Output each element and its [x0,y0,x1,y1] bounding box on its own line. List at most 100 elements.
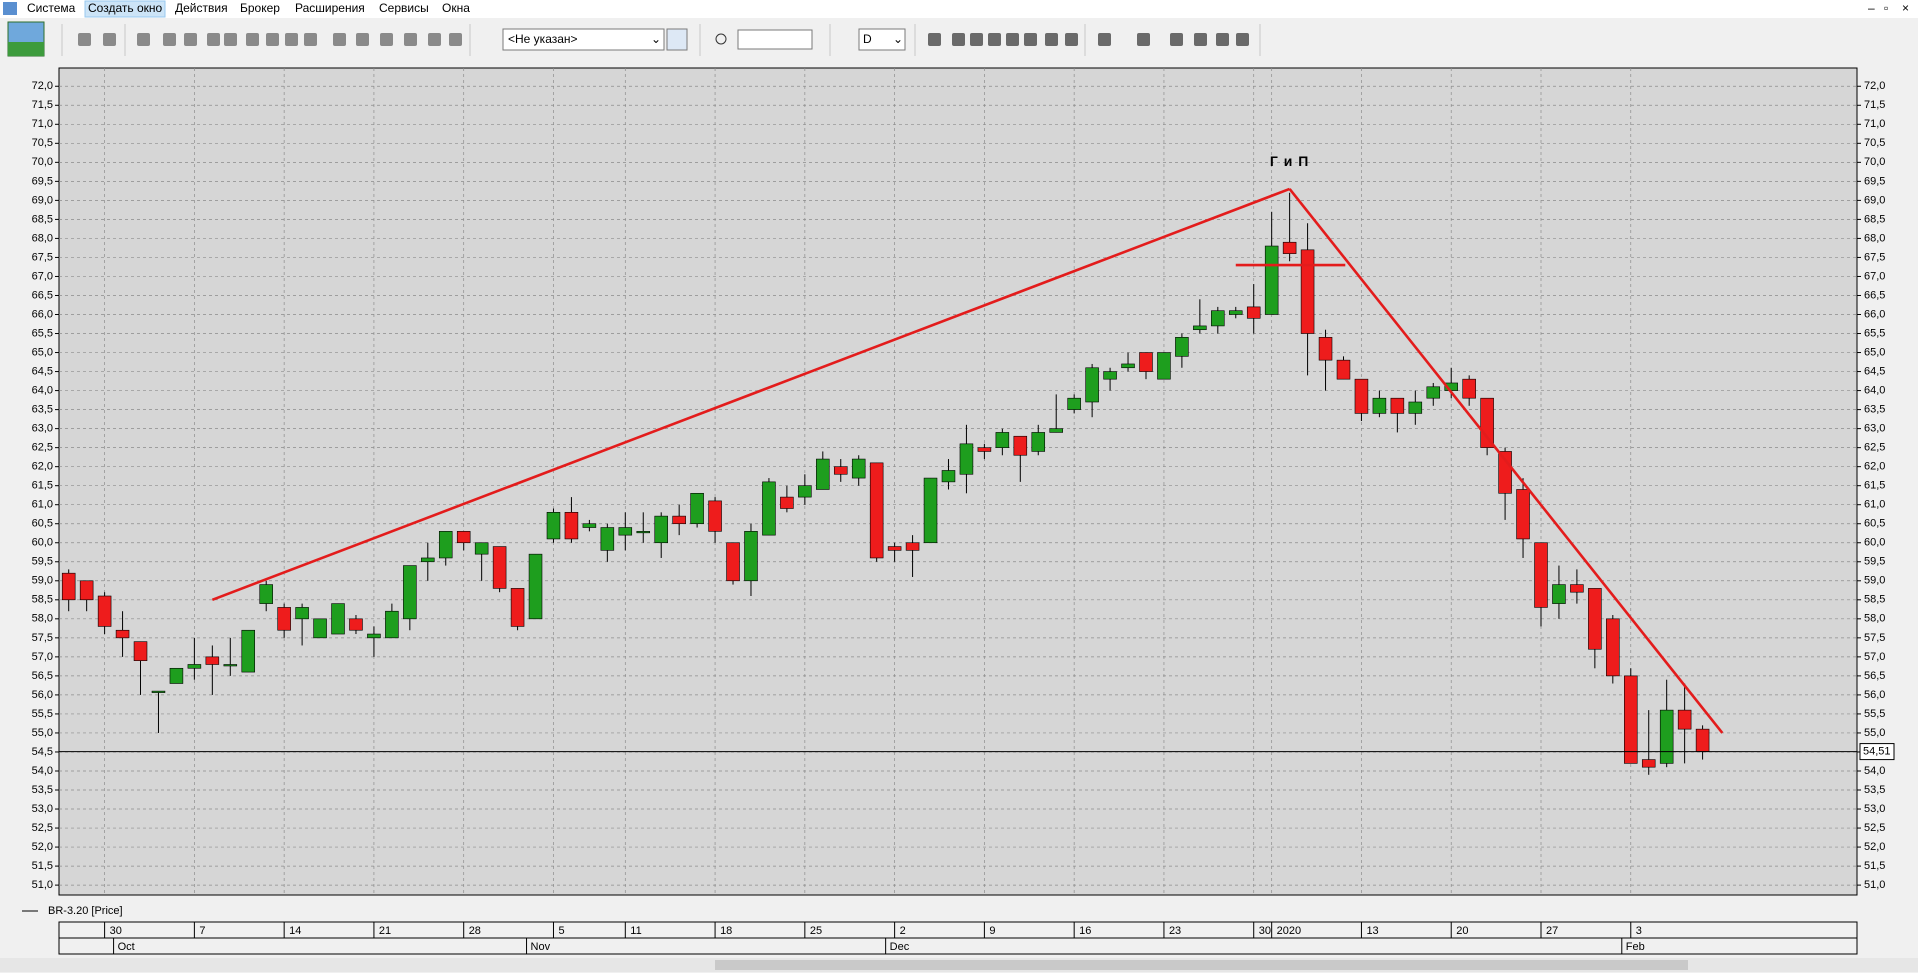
toolbar-icon[interactable] [356,33,369,46]
toolbar-icon[interactable] [1216,33,1229,46]
candle-body [600,527,615,551]
x-tick-label: 18 [720,925,732,937]
y-tick-label: 68,0 [32,232,53,244]
toolbar-icon[interactable] [285,33,298,46]
y-tick-label: 61,0 [32,499,53,511]
toolbar-icon[interactable] [163,33,176,46]
toolbar-icon[interactable] [1065,33,1078,46]
period-select[interactable] [858,28,906,51]
candle-body [1085,367,1099,403]
y-tick-label-right: 65,0 [1864,346,1885,358]
toolbar-icon[interactable] [1024,33,1037,46]
minimize[interactable]: – [1868,1,1875,15]
toolbar-icon[interactable] [449,33,462,46]
menu-item[interactable]: Сервисы [379,1,429,15]
candle-body [869,462,884,559]
y-tick-label: 55,5 [32,708,53,720]
account-button[interactable] [666,28,688,51]
trend-line [1288,188,1724,734]
x-tick-label: 20 [1456,925,1468,937]
toolbar-icon[interactable] [1098,33,1111,46]
candle-body [61,572,76,601]
toolbar-icon[interactable] [333,33,346,46]
search-input[interactable] [737,29,813,50]
y-tick-label-right: 54,0 [1864,765,1885,777]
candle-body [1677,709,1692,730]
candle-body [79,580,94,601]
candle-body [223,664,238,667]
candle-body [1480,397,1494,448]
toolbar-icon[interactable] [1194,33,1207,46]
candle-body [1031,432,1046,452]
menu-item[interactable]: Брокер [240,1,280,15]
candle-body [941,470,956,483]
candle-body [726,542,740,582]
y-tick-label: 72,0 [32,80,53,92]
y-tick-label: 67,0 [32,270,53,282]
toolbar-icon[interactable] [224,33,237,46]
menu-item[interactable]: Система [27,1,76,15]
x-tick-label: 30 [1259,925,1271,937]
candle-body [1624,675,1638,764]
toolbar-icon[interactable] [184,33,197,46]
x-tick-label: 2020 [1277,925,1301,937]
y-tick-label: 63,5 [32,404,53,416]
candle-body [582,523,597,528]
y-tick-label: 71,5 [32,99,53,111]
toolbar-icon[interactable] [207,33,220,46]
menu-item[interactable]: Расширения [295,1,365,15]
candle-body [205,656,220,665]
toolbar-icon[interactable] [1170,33,1183,46]
candle-body [492,546,507,589]
y-tick-label-right: 70,5 [1864,137,1885,149]
candle-body [762,481,776,536]
search-icon[interactable] [715,33,727,45]
candle-body [1336,359,1351,380]
x-tick-label: 2 [900,925,906,937]
candle-body [1157,352,1171,380]
candle-body [1175,337,1189,357]
toolbar-icon[interactable] [304,33,317,46]
y-tick-label: 71,0 [32,118,53,130]
toolbar-icon[interactable] [1137,33,1150,46]
toolbar-icon[interactable] [928,33,941,46]
candle-body [115,629,130,639]
y-tick-label: 58,5 [32,594,53,606]
toolbar-icon[interactable] [1236,33,1249,46]
toolbar-icon[interactable] [952,33,965,46]
toolbar-icon[interactable] [137,33,150,46]
toolbar-icon[interactable] [970,33,983,46]
y-tick-label: 70,0 [32,156,53,168]
toolbar-icon[interactable] [428,33,441,46]
candle-body [1372,397,1387,414]
menu-item[interactable]: Действия [175,1,228,15]
toolbar-icon[interactable] [266,33,279,46]
toolbar-icon[interactable] [1006,33,1019,46]
scrollbar-thumb[interactable] [715,960,1688,970]
dropdown-arrow: ⌄ [651,32,661,46]
y-tick-label-right: 62,5 [1864,442,1885,454]
y-tick-label: 61,5 [32,480,53,492]
y-tick-label-right: 55,5 [1864,708,1885,720]
toolbar-icon[interactable] [103,33,116,46]
toolbar-icon[interactable] [1045,33,1058,46]
toolbar-icon[interactable] [988,33,1001,46]
candle-body [1426,386,1441,399]
y-tick-label-right: 66,5 [1864,289,1885,301]
candle-body [654,515,668,544]
x-tick-label: 21 [379,925,391,937]
restore[interactable]: ▫ [1884,1,1888,15]
candle-body [97,595,112,627]
menu-item[interactable]: Окна [442,1,470,15]
close[interactable]: × [1902,1,1909,15]
x-tick-label: 5 [558,925,564,937]
toolbar-icon[interactable] [380,33,393,46]
account-select[interactable] [502,28,665,51]
candle-body [780,496,794,509]
candle-body [133,641,148,661]
toolbar-icon[interactable] [78,33,91,46]
toolbar-icon[interactable] [404,33,417,46]
toolbar-icon[interactable] [246,33,259,46]
menu-item[interactable]: Создать окно [88,1,162,15]
y-tick-label-right: 53,0 [1864,803,1885,815]
